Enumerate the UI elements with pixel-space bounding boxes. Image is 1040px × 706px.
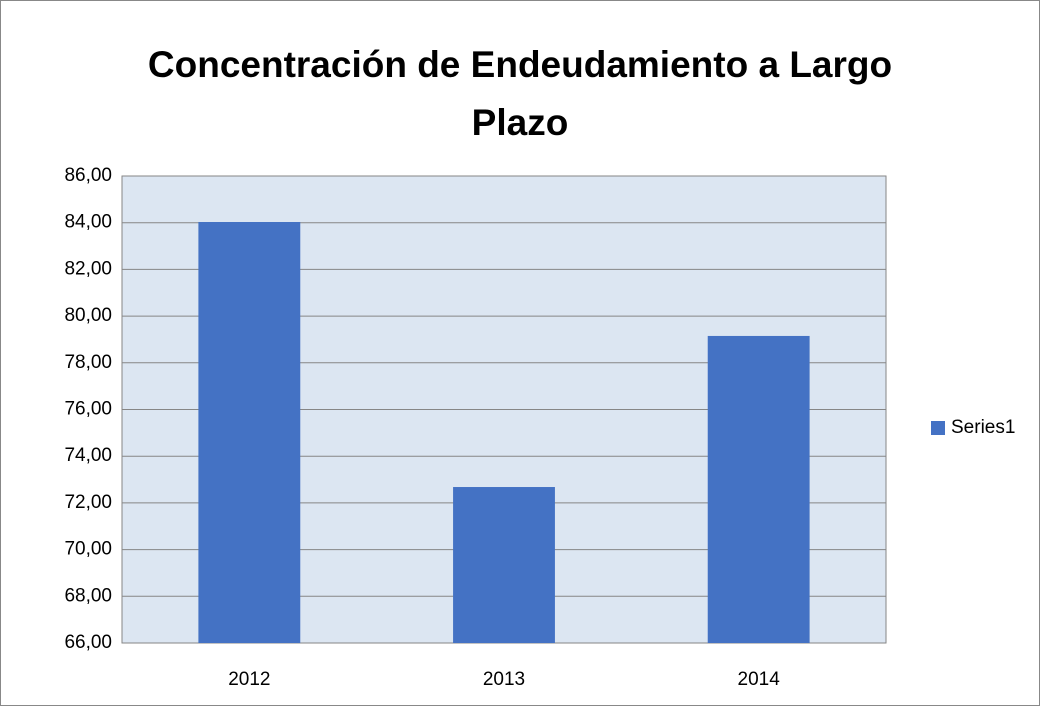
legend-label: Series1 [951, 417, 1015, 438]
y-tick-label: 68,00 [64, 585, 112, 606]
y-tick-label: 86,00 [64, 165, 112, 186]
legend-swatch [931, 421, 945, 435]
y-tick-label: 74,00 [64, 445, 112, 466]
bar [453, 487, 555, 643]
y-tick-label: 70,00 [64, 539, 112, 560]
chart-title: Concentración de Endeudamiento a Largo P… [147, 44, 893, 143]
y-tick-label: 84,00 [64, 212, 112, 233]
y-tick-label: 72,00 [64, 492, 112, 513]
y-tick-label: 80,00 [64, 305, 112, 326]
x-tick-label: 2014 [738, 669, 781, 690]
y-tick-label: 82,00 [64, 258, 112, 279]
x-tick-label: 2013 [483, 669, 525, 690]
y-tick-label: 66,00 [64, 632, 112, 653]
y-tick-label: 76,00 [64, 399, 112, 420]
bar [707, 335, 810, 643]
x-tick-label: 2012 [228, 669, 270, 690]
y-tick-label: 78,00 [64, 352, 112, 373]
bar [198, 221, 301, 643]
